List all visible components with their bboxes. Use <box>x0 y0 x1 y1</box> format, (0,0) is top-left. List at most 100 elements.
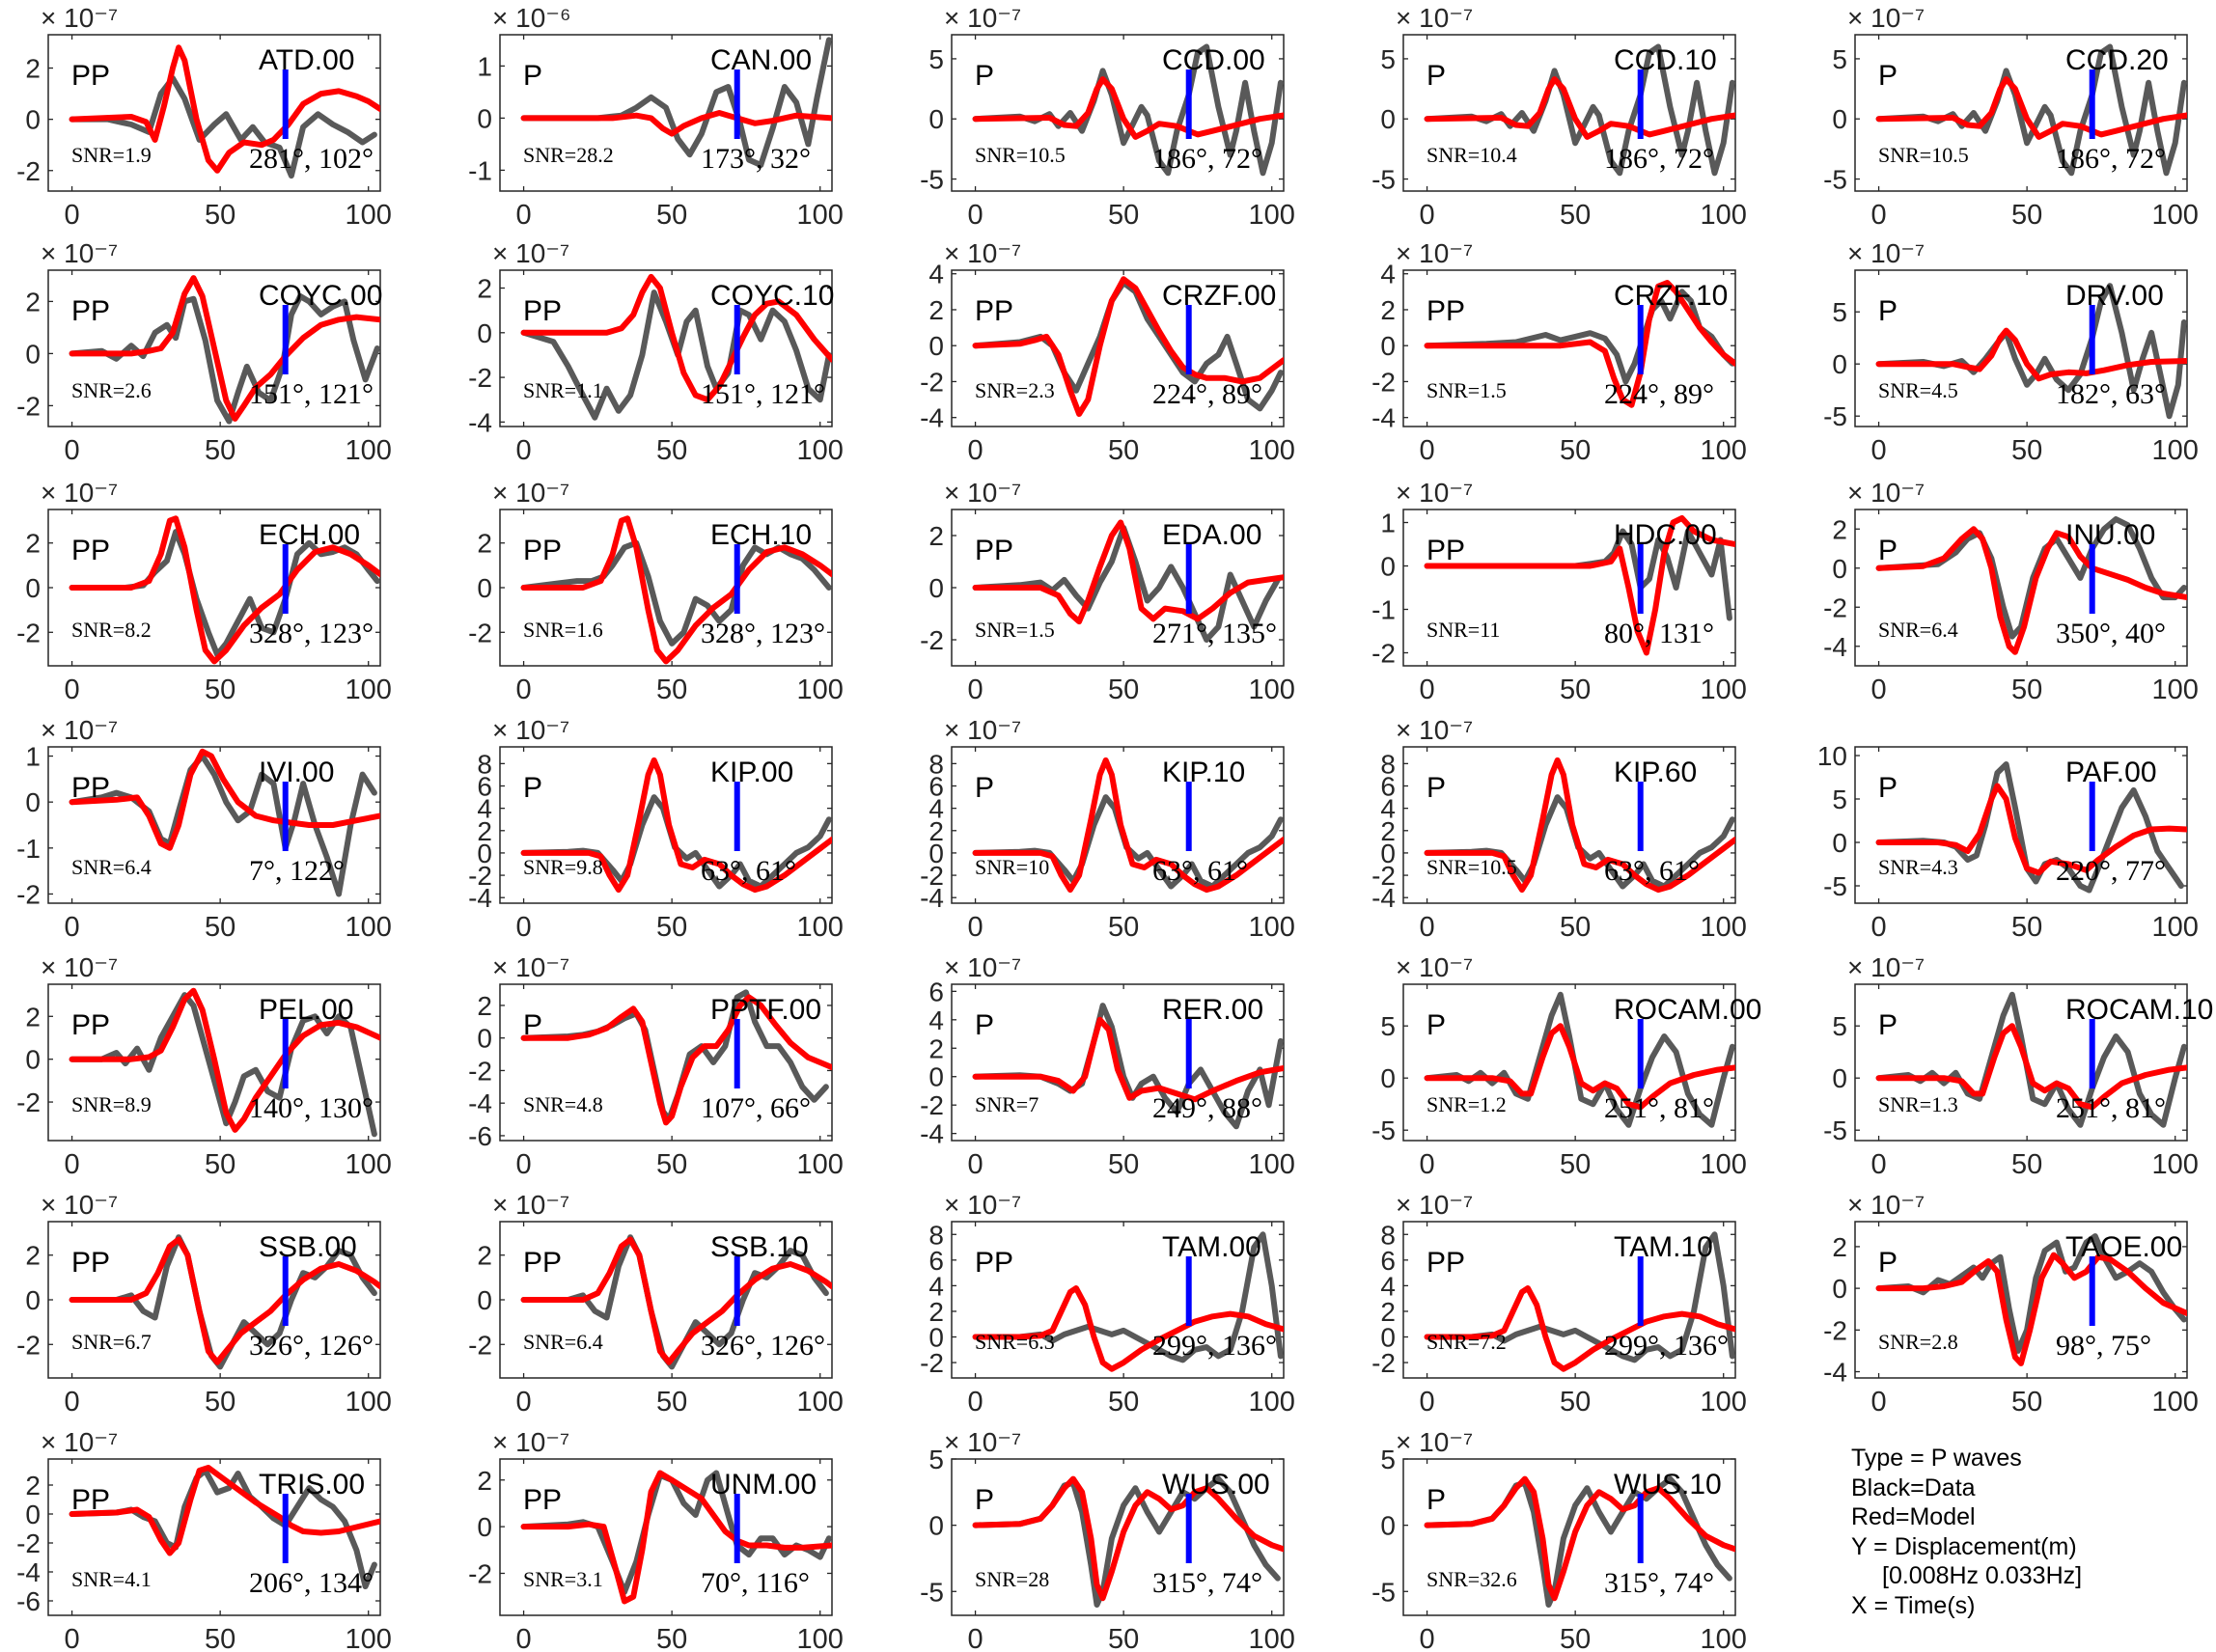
y-tick-label: 2 <box>477 991 492 1021</box>
x-tick-label: 100 <box>797 200 844 231</box>
legend-band: [0.008Hz 0.033Hz] <box>1882 1562 2083 1589</box>
y-tick-label: 2 <box>928 1033 944 1063</box>
y-tick-label: 5 <box>928 1445 944 1474</box>
model-trace <box>69 987 380 1133</box>
y-tick-label: -5 <box>1823 1115 1847 1145</box>
x-tick-label: 50 <box>1108 1387 1139 1418</box>
data-trace <box>520 37 832 168</box>
angles-label: 186°, 72° <box>1604 143 1714 175</box>
angles-label: 315°, 74° <box>1604 1567 1714 1599</box>
y-tick-label: 5 <box>1832 297 1847 327</box>
legend-red: Red=Model <box>1851 1503 1976 1530</box>
y-tick-label: 4 <box>1380 260 1396 289</box>
y-tick-label: 0 <box>1832 1274 1847 1304</box>
data-trace <box>1424 43 1735 177</box>
data-trace <box>520 794 832 890</box>
snr-label: SNR=2.6 <box>71 378 152 402</box>
axes-box <box>47 1458 381 1616</box>
x-tick-label: 50 <box>205 1149 235 1180</box>
y-tick-label: -4 <box>920 403 944 433</box>
panel-ivi-00: 0 50 100 -2 -1 0 1× 10⁻⁷ PP IVI.00 SNR=6.4 7°, 122… <box>16 715 392 943</box>
exponent-label: × 10⁻⁷ <box>944 952 1021 982</box>
x-tick-label: 0 <box>1871 675 1887 705</box>
phase-label: P <box>1878 535 1897 566</box>
axes-box <box>951 269 1285 427</box>
exponent-label: × 10⁻⁷ <box>492 1427 569 1457</box>
panel-ech-10: 0 50 100 -2 0 2× 10⁻⁷ PP ECH.10 SNR=1.6 328°, 123… <box>468 478 844 705</box>
exponent-label: × 10⁻⁷ <box>1396 715 1473 745</box>
snr-label: SNR=7 <box>975 1092 1039 1116</box>
phase-label: PP <box>71 1484 110 1516</box>
y-tick-label: -6 <box>16 1586 41 1616</box>
y-tick-label: 0 <box>928 1511 944 1541</box>
snr-label: SNR=3.1 <box>523 1567 603 1591</box>
x-tick-label: 50 <box>2011 912 2042 943</box>
model-trace <box>520 273 832 403</box>
model-trace <box>520 994 832 1126</box>
angles-label: 224°, 89° <box>1604 378 1714 410</box>
exponent-label: × 10⁻⁷ <box>1396 238 1473 268</box>
y-tick-label: 2 <box>477 816 492 846</box>
phase-label: P <box>1427 1484 1446 1516</box>
plot-area <box>1424 757 1735 894</box>
axes-box <box>1854 746 2188 904</box>
model-trace <box>520 515 832 665</box>
exponent-label: × 10⁻⁷ <box>944 1190 1021 1220</box>
legend-type: Type = P waves <box>1851 1445 2022 1472</box>
y-tick-label: 2 <box>25 54 41 84</box>
phase-label: PP <box>1427 535 1465 566</box>
y-tick-label: -2 <box>920 625 944 655</box>
y-tick-label: 1 <box>1380 509 1396 538</box>
axes-box <box>47 983 381 1142</box>
angles-label: 173°, 32° <box>701 143 811 175</box>
axes-box <box>499 1458 833 1616</box>
exponent-label: × 10⁻⁷ <box>1396 1427 1473 1457</box>
exponent-label: × 10⁻⁷ <box>944 3 1021 33</box>
x-tick-label: 100 <box>346 675 392 705</box>
y-tick-label: -5 <box>1371 1115 1396 1145</box>
angles-label: 251°, 81° <box>2056 1092 2166 1124</box>
x-tick-label: 50 <box>1560 912 1591 943</box>
station-label: CCD.10 <box>1614 44 1717 76</box>
phase-label: P <box>975 60 994 92</box>
data-trace <box>69 1468 377 1589</box>
axes-box <box>499 983 833 1142</box>
snr-label: SNR=1.2 <box>1427 1092 1507 1116</box>
data-trace <box>972 524 1281 643</box>
axes-box <box>1854 509 2188 667</box>
x-tick-label: 50 <box>1560 1624 1591 1652</box>
model-trace <box>972 76 1284 140</box>
plot-area <box>972 43 1284 177</box>
snr-label: SNR=6.4 <box>71 855 152 879</box>
station-label: CCD.00 <box>1162 44 1265 76</box>
model-trace <box>972 1285 1284 1372</box>
y-tick-label: -2 <box>16 879 41 909</box>
exponent-label: × 10⁻⁷ <box>1847 952 1925 982</box>
y-tick-label: 2 <box>928 1297 944 1327</box>
station-label: CAN.00 <box>710 44 812 76</box>
data-trace <box>1875 43 2187 177</box>
plot-area <box>1424 1231 1735 1372</box>
snr-label: SNR=8.2 <box>71 618 152 642</box>
x-tick-label: 100 <box>1249 912 1295 943</box>
panel-crzf-10: 0 50 100 -4 -2 0 2 4× 10⁻⁷ PP CRZF.10 SNR=1.5 224°,… <box>1371 238 1747 466</box>
snr-label: SNR=4.1 <box>71 1567 152 1591</box>
station-label: TAM.10 <box>1614 1231 1713 1263</box>
y-tick-label: 4 <box>928 1271 944 1301</box>
snr-label: SNR=10.5 <box>1427 855 1517 879</box>
y-tick-label: 0 <box>928 331 944 361</box>
angles-label: 281°, 102° <box>249 143 374 175</box>
y-tick-label: -5 <box>1823 401 1847 431</box>
y-tick-label: 2 <box>25 1241 41 1271</box>
x-tick-label: 0 <box>516 200 532 231</box>
panel-ccd-10: 0 50 100 -5 0 5× 10⁻⁷ P CCD.10 SNR=10.4 186°, 72° <box>1371 3 1747 231</box>
panel-taoe-00: 0 50 100 -4 -2 0 2× 10⁻⁷ P TAOE.00 SNR=2.8 98°, 75… <box>1823 1190 2199 1418</box>
angles-label: 299°, 136° <box>1152 1330 1277 1362</box>
y-tick-label: -2 <box>16 156 41 186</box>
y-tick-label: 4 <box>1380 1271 1396 1301</box>
y-tick-label: 0 <box>1380 839 1396 868</box>
y-tick-label: 2 <box>477 274 492 304</box>
exponent-label: × 10⁻⁷ <box>1396 1190 1473 1220</box>
snr-label: SNR=1.6 <box>523 618 603 642</box>
